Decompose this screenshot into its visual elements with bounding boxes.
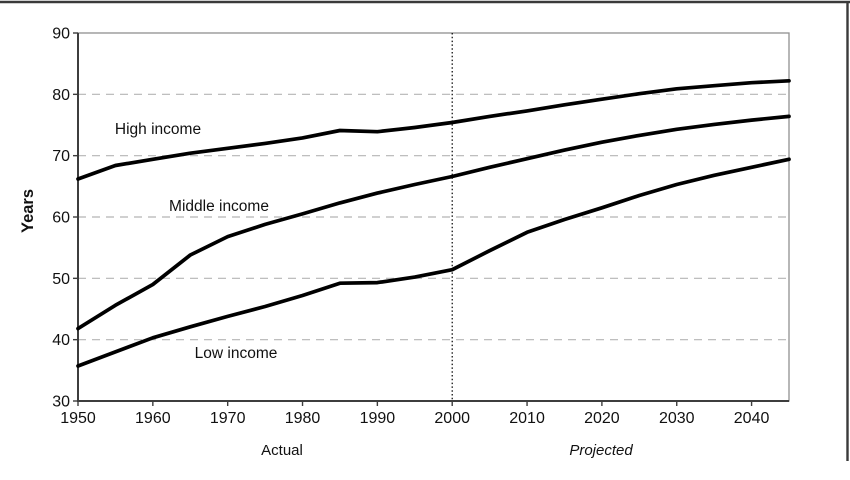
x-tick-label-2040: 2040 — [734, 410, 770, 427]
period-label-projected: Projected — [569, 442, 633, 459]
y-axis-title: Years — [19, 189, 37, 233]
x-tick-label-1980: 1980 — [285, 410, 321, 427]
series-line-middle-income — [76, 114, 791, 331]
series-label-middle-income: Middle income — [169, 198, 269, 215]
x-tick-label-2020: 2020 — [584, 410, 620, 427]
x-tick-label-1990: 1990 — [360, 410, 396, 427]
y-tick-label-90: 90 — [52, 26, 70, 43]
y-tick-label-30: 30 — [52, 394, 70, 411]
y-tick-label-70: 70 — [52, 148, 70, 165]
y-tick-label-80: 80 — [52, 87, 70, 104]
x-tick-label-2010: 2010 — [509, 410, 545, 427]
x-tick-label-1970: 1970 — [210, 410, 246, 427]
x-tick-label-2000: 2000 — [434, 410, 470, 427]
series-layer — [76, 78, 791, 368]
series-label-high-income: High income — [115, 121, 201, 138]
x-tick-label-1950: 1950 — [60, 410, 96, 427]
x-tick-label-2030: 2030 — [659, 410, 695, 427]
period-label-actual: Actual — [261, 442, 303, 459]
grid-layer: 30 40 50 60 70 80 90 1950 1960 1970 1980 1990 2000 20… — [52, 26, 790, 427]
y-tick-label-40: 40 — [52, 332, 70, 349]
series-line-high-income — [76, 78, 791, 181]
series-label-low-income: Low income — [195, 345, 278, 362]
y-tick-label-50: 50 — [52, 271, 70, 288]
x-tick-label-1960: 1960 — [135, 410, 171, 427]
y-tick-label-60: 60 — [52, 210, 70, 227]
series-line-low-income — [76, 157, 791, 368]
